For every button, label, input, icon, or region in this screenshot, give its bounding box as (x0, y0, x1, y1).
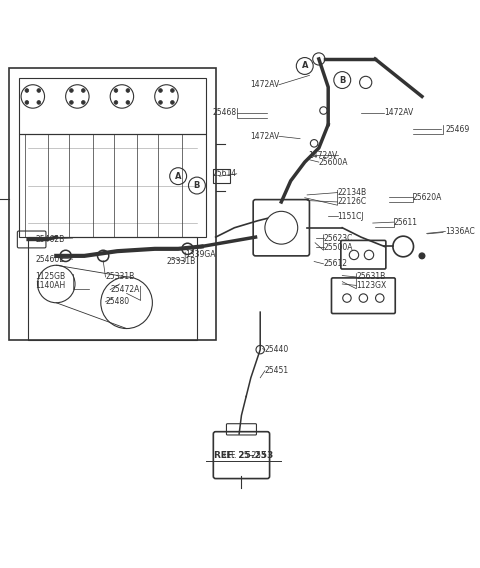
Text: 25480: 25480 (106, 297, 130, 306)
Text: 25440: 25440 (265, 345, 289, 354)
Text: 1123GX: 1123GX (356, 281, 386, 290)
Circle shape (82, 89, 85, 93)
Circle shape (70, 89, 73, 93)
Text: 1339GA: 1339GA (185, 250, 216, 259)
Text: 25451: 25451 (265, 366, 289, 375)
Circle shape (114, 101, 118, 105)
Text: A: A (301, 61, 308, 70)
Text: 25600A: 25600A (319, 157, 348, 166)
Text: 25469: 25469 (445, 125, 469, 134)
Circle shape (158, 89, 162, 93)
Text: 25614: 25614 (213, 169, 237, 178)
Text: 25623C: 25623C (324, 233, 353, 243)
Text: 1472AV: 1472AV (250, 80, 279, 89)
Text: REF. 25-253: REF. 25-253 (221, 450, 266, 460)
Text: 25472A: 25472A (110, 285, 140, 294)
Text: 25631B: 25631B (356, 273, 385, 282)
Text: 1125GB: 1125GB (35, 273, 65, 282)
Text: 25611: 25611 (394, 218, 418, 227)
Circle shape (70, 101, 73, 105)
Text: 25620A: 25620A (413, 193, 442, 202)
Text: 25500A: 25500A (324, 243, 353, 252)
Circle shape (158, 101, 162, 105)
Text: 25462B: 25462B (35, 235, 64, 244)
Text: 22126C: 22126C (337, 198, 367, 206)
Circle shape (419, 253, 425, 258)
Text: 1151CJ: 1151CJ (337, 211, 364, 220)
Text: 25331B: 25331B (167, 257, 196, 266)
Circle shape (82, 101, 85, 105)
Circle shape (114, 89, 118, 93)
Text: 1140AH: 1140AH (35, 281, 65, 290)
Text: B: B (194, 181, 200, 190)
Text: 25460E: 25460E (35, 254, 64, 264)
Circle shape (170, 101, 174, 105)
Text: 1472AV: 1472AV (384, 108, 414, 118)
Text: 1336AC: 1336AC (445, 227, 475, 236)
Circle shape (126, 89, 130, 93)
Text: 1472AV: 1472AV (308, 151, 337, 160)
Circle shape (126, 101, 130, 105)
Text: 22134B: 22134B (337, 188, 367, 197)
Text: 1472AV: 1472AV (250, 132, 279, 141)
Text: REF. 25-253: REF. 25-253 (214, 450, 274, 460)
Circle shape (25, 101, 29, 105)
Text: 25331B: 25331B (106, 273, 135, 282)
Circle shape (37, 101, 41, 105)
Circle shape (170, 89, 174, 93)
Text: B: B (339, 76, 346, 85)
Text: 25468: 25468 (213, 108, 237, 118)
Circle shape (25, 89, 29, 93)
Text: A: A (175, 172, 181, 181)
Circle shape (37, 89, 41, 93)
Text: 25612: 25612 (324, 260, 348, 268)
